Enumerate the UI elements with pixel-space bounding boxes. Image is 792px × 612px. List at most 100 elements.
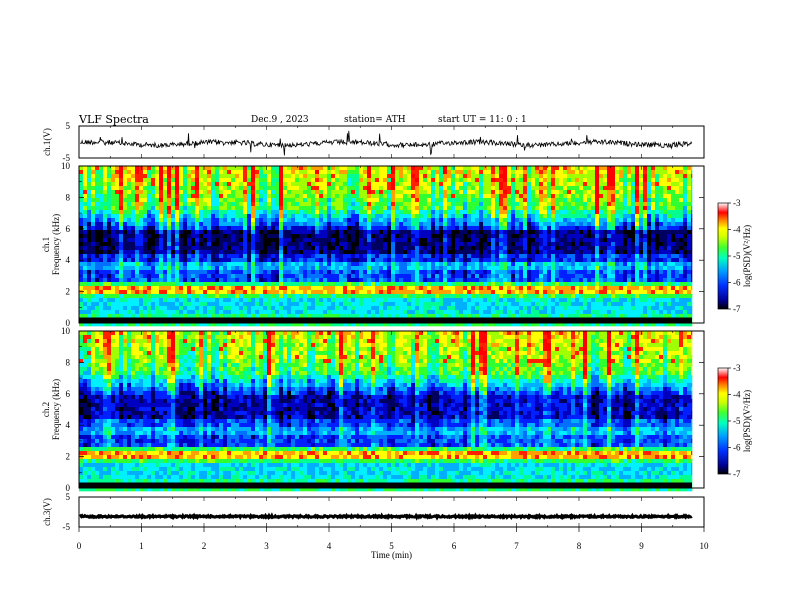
spectrogram-cell <box>639 166 644 171</box>
spectrogram-cell <box>375 198 380 203</box>
spectrogram-cell <box>219 274 224 279</box>
spectrogram-cell <box>671 222 676 227</box>
spectrogram-cell <box>443 286 448 291</box>
spectrogram-cell <box>183 166 188 171</box>
spectrogram-cell <box>659 202 664 207</box>
spectrogram-cell <box>291 254 296 259</box>
spectrogram-cell <box>635 190 640 195</box>
spectrogram-cell <box>211 290 216 295</box>
spectrogram-cell <box>139 230 144 235</box>
spectrogram-cell <box>551 258 556 263</box>
spectrogram-cell <box>107 290 112 295</box>
spectrogram-cell <box>403 258 408 263</box>
spectrogram-cell <box>367 206 372 211</box>
spectrogram-cell <box>683 290 688 295</box>
spectrogram-cell <box>303 186 308 191</box>
spectrogram-cell <box>631 214 636 219</box>
spectrogram-cell <box>615 174 620 179</box>
spectrogram-cell <box>387 246 392 251</box>
spectrogram-cell <box>439 270 444 275</box>
spectrogram-cell <box>203 286 208 291</box>
spectrogram-cell <box>483 194 488 199</box>
spectrogram-cell <box>95 278 100 283</box>
spectrogram-cell <box>107 270 112 275</box>
spectrogram-cell <box>395 234 400 239</box>
spectrogram-cell <box>171 246 176 251</box>
spectrogram-cell <box>207 194 212 199</box>
spectrogram-cell <box>91 226 96 231</box>
spectrogram-cell <box>587 230 592 235</box>
spectrogram-cell <box>483 202 488 207</box>
spectrogram-cell <box>227 282 232 287</box>
spectrogram-cell <box>419 170 424 175</box>
spectrogram-cell <box>507 270 512 275</box>
spectrogram-cell <box>543 214 548 219</box>
spectrogram-cell <box>619 286 624 291</box>
spectrogram-cell <box>203 226 208 231</box>
spectrogram-cell <box>607 222 612 227</box>
spectrogram-cell <box>343 186 348 191</box>
spectrogram-cell <box>259 282 264 287</box>
spectrogram-cell <box>319 218 324 223</box>
spectrogram-cell <box>235 258 240 263</box>
spectrogram-cell <box>439 250 444 255</box>
spectrogram-cell <box>187 214 192 219</box>
spectrogram-cell <box>283 190 288 195</box>
spectrogram-cell <box>219 186 224 191</box>
spectrogram-cell <box>371 250 376 255</box>
spectrogram-cell <box>603 206 608 211</box>
spectrogram-cell <box>491 174 496 179</box>
spectrogram-cell <box>419 262 424 267</box>
spectrogram-cell <box>467 186 472 191</box>
spectrogram-cell <box>231 198 236 203</box>
spectrogram-cell <box>635 218 640 223</box>
spectrogram-cell <box>79 190 84 195</box>
spectrogram-cell <box>395 238 400 243</box>
spectrogram-cell <box>631 170 636 175</box>
spectrogram-cell <box>159 278 164 283</box>
spectrogram-cell <box>167 214 172 219</box>
spectrogram-cell <box>535 190 540 195</box>
spectrogram-cell <box>599 214 604 219</box>
spectrogram-cell <box>599 226 604 231</box>
spectrogram-cell <box>579 190 584 195</box>
spectrogram-cell <box>635 234 640 239</box>
spectrogram-cell <box>475 250 480 255</box>
spectrogram-cell <box>391 238 396 243</box>
spectrogram-cell <box>247 214 252 219</box>
spectrogram-cell <box>107 222 112 227</box>
spectrogram-cell <box>351 282 356 287</box>
spectrogram-cell <box>383 198 388 203</box>
spectrogram-cell <box>179 254 184 259</box>
spectrogram-cell <box>371 266 376 271</box>
spectrogram-cell <box>515 206 520 211</box>
spectrogram-cell <box>223 206 228 211</box>
spectrogram-cell <box>139 282 144 287</box>
spectrogram-cell <box>203 166 208 171</box>
spectrogram-cell <box>415 214 420 219</box>
spectrogram-cell <box>311 222 316 227</box>
spectrogram-cell <box>295 194 300 199</box>
spectrogram-cell <box>687 290 692 295</box>
spectrogram-cell <box>259 194 264 199</box>
spectrogram-cell <box>451 178 456 183</box>
spectrogram-cell <box>659 278 664 283</box>
spectrogram-cell <box>511 170 516 175</box>
spectrogram-cell <box>107 198 112 203</box>
spectrogram-cell <box>279 198 284 203</box>
spectrogram-cell <box>391 250 396 255</box>
spectrogram-cell <box>203 230 208 235</box>
spectrogram-cell <box>87 242 92 247</box>
spectrogram-cell <box>95 290 100 295</box>
spectrogram-cell <box>179 218 184 223</box>
spectrogram-cell <box>171 254 176 259</box>
spectrogram-cell <box>443 186 448 191</box>
spectrogram-cell <box>123 294 128 299</box>
spectrogram-cell <box>115 214 120 219</box>
spectrogram-cell <box>471 258 476 263</box>
spectrogram-cell <box>103 278 108 283</box>
spectrogram-cell <box>671 254 676 259</box>
spectrogram-cell <box>127 194 132 199</box>
spectrogram-cell <box>319 190 324 195</box>
spectrogram-cell <box>539 262 544 267</box>
